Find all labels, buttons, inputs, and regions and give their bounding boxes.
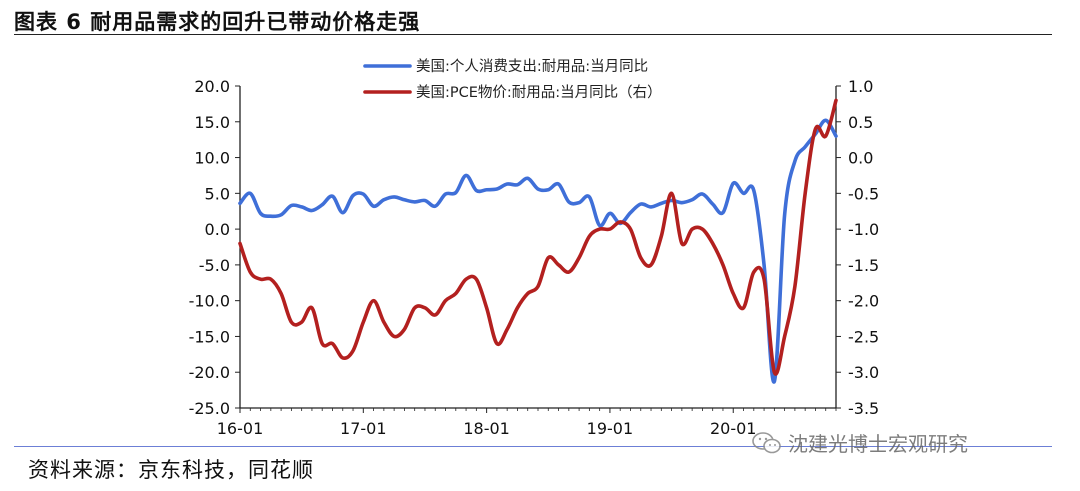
title-rule	[14, 34, 1052, 35]
right-tick-label: 1.0	[848, 77, 873, 96]
x-tick-label: 20-01	[710, 419, 757, 438]
pce-price-series-line	[238, 98, 838, 376]
legend-label: 美国:个人消费支出:耐用品:当月同比	[416, 58, 648, 75]
legend-label: 美国:PCE物价:耐用品:当月同比（右）	[416, 84, 662, 101]
left-tick-label: -5.0	[199, 256, 230, 275]
left-tick-label: 20.0	[194, 77, 230, 96]
watermark-text: 沈建光博士宏观研究	[788, 432, 968, 456]
figure-title: 图表 6 耐用品需求的回升已带动价格走强	[14, 10, 421, 34]
left-tick-label: -20.0	[189, 363, 230, 382]
right-tick-label: -3.5	[848, 399, 879, 418]
source-note: 资料来源：京东科技，同花顺	[28, 458, 314, 482]
right-tick-label: -1.0	[848, 220, 879, 239]
source-rule	[14, 446, 1052, 447]
right-tick-label: -3.0	[848, 363, 879, 382]
left-tick-label: -25.0	[189, 399, 230, 418]
right-tick-label: -2.5	[848, 327, 879, 346]
right-tick-label: 0.0	[848, 149, 873, 168]
x-tick-label: 16-01	[217, 419, 264, 438]
right-tick-label: 0.5	[848, 113, 873, 132]
watermark: 沈建光博士宏观研究	[752, 428, 968, 457]
left-tick-label: -10.0	[189, 292, 230, 311]
consumption-series-line	[238, 118, 838, 384]
left-tick-label: 5.0	[205, 184, 230, 203]
left-tick-label: 10.0	[194, 149, 230, 168]
left-tick-label: 0.0	[205, 220, 230, 239]
right-tick-label: -2.0	[848, 292, 879, 311]
left-tick-label: 15.0	[194, 113, 230, 132]
x-tick-label: 17-01	[340, 419, 387, 438]
wechat-icon	[752, 431, 781, 453]
x-tick-label: 19-01	[587, 419, 634, 438]
right-tick-label: -0.5	[848, 184, 879, 203]
right-tick-label: -1.5	[848, 256, 879, 275]
left-tick-label: -15.0	[189, 327, 230, 346]
x-tick-label: 18-01	[463, 419, 510, 438]
